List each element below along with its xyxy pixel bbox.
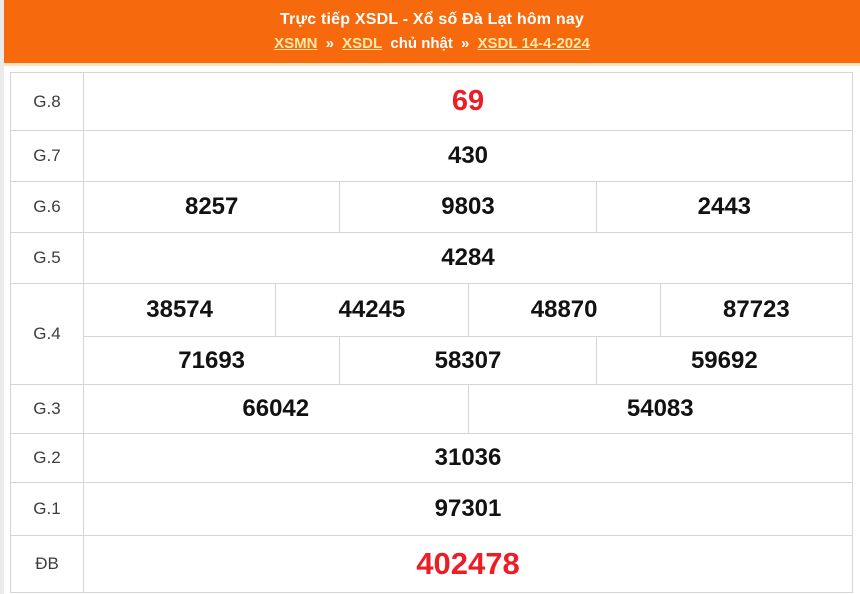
breadcrumb-separator: » bbox=[325, 35, 334, 52]
prize-number: 38574 bbox=[146, 296, 213, 323]
prize-number: 87723 bbox=[659, 284, 852, 336]
prize-number: 2443 bbox=[595, 182, 852, 232]
prize-row-g4: G.4 38574 44245 48870 87723 71693 58307 … bbox=[11, 283, 852, 384]
prize-label: G.8 bbox=[11, 73, 84, 130]
page-header: Trực tiếp XSDL - Xổ số Đà Lạt hôm nay XS… bbox=[4, 0, 860, 66]
breadcrumb: XSMN » XSDL chủ nhật » XSDL 14-4-2024 bbox=[4, 35, 860, 52]
page-title: Trực tiếp XSDL - Xổ số Đà Lạt hôm nay bbox=[279, 11, 585, 28]
breadcrumb-separator: » bbox=[461, 35, 470, 52]
breadcrumb-link-date[interactable]: XSDL 14-4-2024 bbox=[477, 35, 590, 52]
prize-number: 58307 bbox=[339, 337, 595, 384]
prize-row-g4-line2: 71693 58307 59692 bbox=[84, 336, 852, 384]
prize-label: ĐB bbox=[11, 536, 84, 592]
breadcrumb-link-xsdl[interactable]: XSDL bbox=[342, 35, 383, 52]
prize-number-jackpot: 402478 bbox=[416, 546, 520, 581]
prize-row-g7: G.7 430 bbox=[11, 130, 852, 181]
prize-number: 9803 bbox=[339, 182, 595, 232]
prize-label: G.2 bbox=[11, 434, 84, 482]
lottery-results-table: G.8 69 G.7 430 G.6 8257 9803 2443 G.5 42… bbox=[10, 72, 853, 593]
prize-number: 66042 bbox=[242, 395, 310, 422]
prize-number: 44245 bbox=[275, 284, 467, 336]
prize-row-g4-line1: 38574 44245 48870 87723 bbox=[84, 284, 852, 336]
prize-number: 54083 bbox=[467, 385, 853, 433]
prize-number: 8257 bbox=[184, 193, 239, 220]
prize-row-g5: G.5 4284 bbox=[11, 232, 852, 283]
prize-number: 71693 bbox=[178, 346, 246, 374]
prize-label: G.3 bbox=[11, 385, 84, 433]
prize-number: 59692 bbox=[595, 337, 852, 384]
prize-label: G.5 bbox=[11, 233, 84, 283]
page-left-margin bbox=[0, 0, 4, 594]
prize-label: G.1 bbox=[11, 483, 84, 535]
prize-row-g1: G.1 97301 bbox=[11, 482, 852, 535]
prize-label: G.7 bbox=[11, 131, 84, 181]
prize-number: 97301 bbox=[434, 495, 502, 522]
prize-row-g6: G.6 8257 9803 2443 bbox=[11, 181, 852, 232]
prize-number: 31036 bbox=[434, 444, 502, 471]
prize-row-g2: G.2 31036 bbox=[11, 433, 852, 482]
prize-number: 4284 bbox=[441, 244, 495, 271]
prize-number: 48870 bbox=[467, 284, 660, 336]
prize-row-g8: G.8 69 bbox=[11, 73, 852, 130]
prize-label: G.6 bbox=[11, 182, 84, 232]
prize-number: 69 bbox=[451, 85, 485, 117]
breadcrumb-text-day: chủ nhật bbox=[390, 35, 453, 52]
prize-label: G.4 bbox=[11, 284, 84, 384]
breadcrumb-link-xsmn[interactable]: XSMN bbox=[274, 35, 318, 52]
prize-number: 430 bbox=[447, 142, 489, 169]
prize-row-g3: G.3 66042 54083 bbox=[11, 384, 852, 433]
prize-row-db: ĐB 402478 bbox=[11, 535, 852, 592]
